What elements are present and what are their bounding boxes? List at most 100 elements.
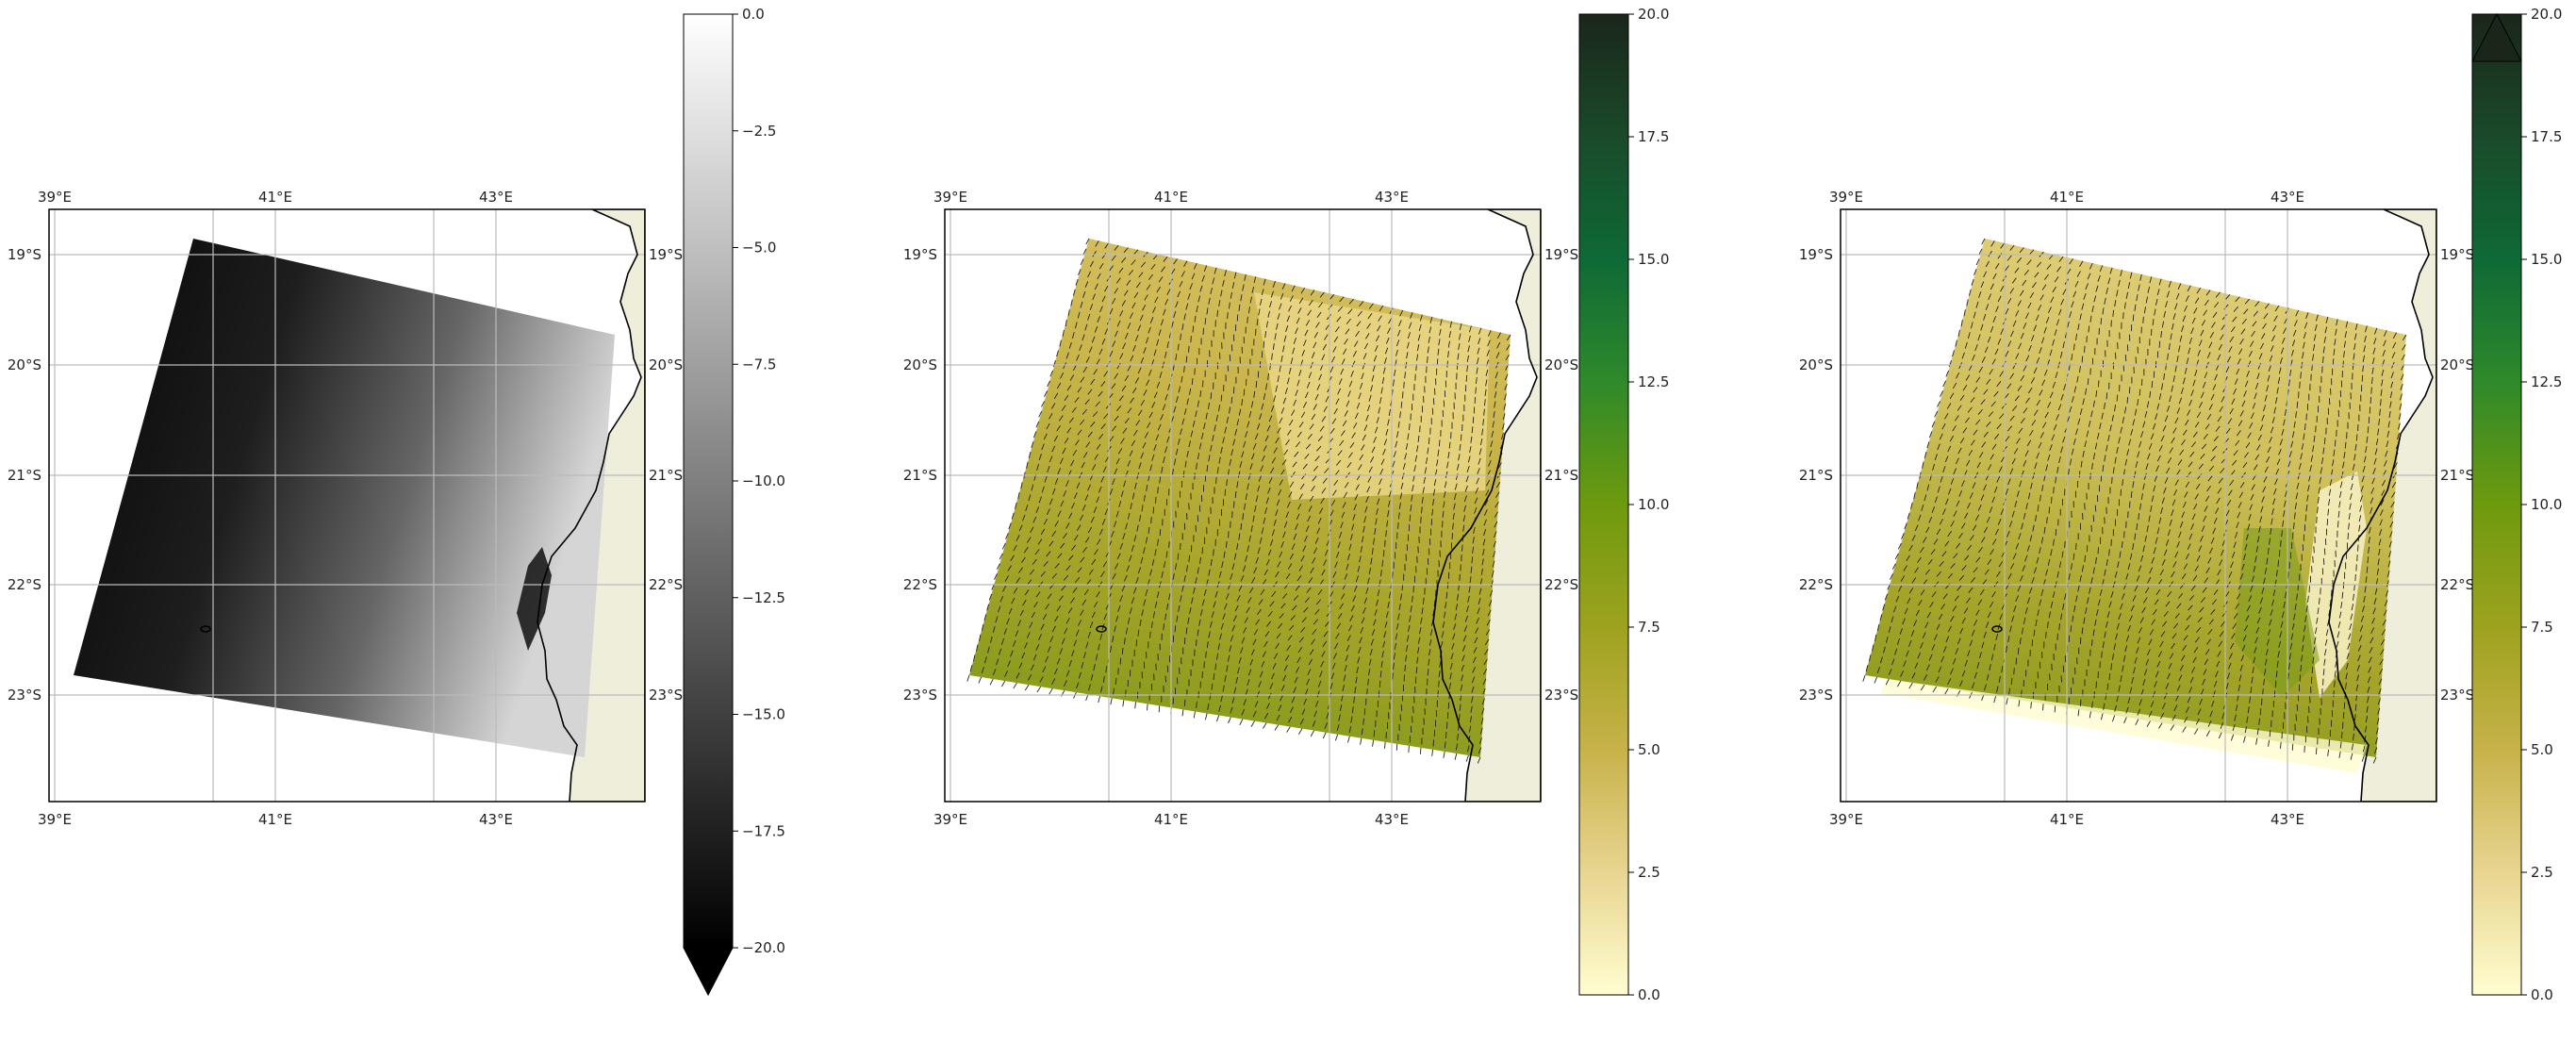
wind-arrow: [1205, 713, 1207, 720]
wind-arrow: [2051, 497, 2052, 504]
wind-arrow: [2358, 545, 2359, 552]
wind-arrow: [2082, 356, 2083, 362]
lon-label-top: 39°E: [933, 189, 967, 206]
wind-arrow: [2371, 388, 2372, 394]
wind-arrow: [979, 677, 982, 683]
lon-label-bottom: 43°E: [1375, 811, 1409, 828]
wind-arrow: [1373, 740, 1374, 747]
wind-arrow: [1155, 497, 1156, 504]
wind-arrow: [1255, 329, 1256, 336]
colorbar-tick-label: 5.0: [1638, 741, 1660, 758]
wind-arrow: [1442, 521, 1443, 527]
map-area: [49, 209, 645, 802]
colorbar-tick-label: −2.5: [742, 123, 776, 140]
lon-label-top: 41°E: [1154, 189, 1188, 206]
wind-arrow: [1374, 730, 1375, 737]
wind-speed-swath: [969, 239, 1511, 757]
lat-label-right: 21°S: [1544, 467, 1578, 484]
wind-arrow: [1447, 361, 1448, 368]
colorbar-tick-label: 10.0: [1638, 496, 1669, 513]
wind-arrow: [2337, 521, 2338, 527]
map-area: [945, 209, 1541, 802]
lat-label-right: 23°S: [2440, 687, 2474, 704]
wind-arrow: [1216, 477, 1217, 484]
lat-label-left: 23°S: [8, 687, 41, 704]
wind-arrow: [1251, 721, 1254, 727]
lon-label-bottom: 39°E: [933, 811, 967, 828]
lon-label-bottom: 39°E: [1829, 811, 1863, 828]
wind-arrow: [1420, 748, 1421, 754]
wind-arrow: [1401, 402, 1402, 408]
wind-arrow: [2046, 632, 2047, 638]
wind-arrow: [1323, 733, 1326, 738]
colorbar-tick-label: 20.0: [1638, 6, 1669, 23]
wind-arrow: [1311, 731, 1313, 737]
wind-arrow: [1111, 698, 1112, 704]
wind-arrow: [1384, 742, 1385, 749]
lat-label-left: 23°S: [1799, 687, 1833, 704]
colorbar-extend-min: [684, 948, 733, 995]
lon-label-top: 43°E: [1375, 189, 1409, 206]
wind-arrow: [2300, 382, 2301, 389]
lat-label-left: 22°S: [8, 576, 41, 593]
wind-arrow: [2018, 648, 2019, 654]
colorbar: [2472, 14, 2521, 995]
lat-label-right: 21°S: [649, 467, 683, 484]
wind-arrow: [2305, 515, 2306, 522]
colorbar-tick-label: −10.0: [742, 472, 785, 489]
wind-arrow: [1347, 737, 1349, 743]
lat-label-right: 19°S: [2440, 246, 2474, 263]
wind-arrow: [2333, 358, 2334, 365]
colorbar-tick-label: 12.5: [2531, 373, 2562, 390]
lat-label-right: 23°S: [1544, 687, 1578, 704]
wind-arrow: [990, 679, 993, 685]
wind-arrow: [1191, 336, 1192, 342]
wind-arrow: [1216, 715, 1218, 721]
lat-label-left: 23°S: [903, 687, 937, 704]
wind-arrow: [1037, 687, 1041, 692]
wind-arrow: [1335, 735, 1337, 741]
colorbar-tick-label: −5.0: [742, 240, 776, 257]
colorbar-tick-label: 0.0: [1638, 986, 1660, 1003]
wind-arrow: [2133, 315, 2134, 322]
lon-label-top: 39°E: [1829, 189, 1863, 206]
lon-label-bottom: 41°E: [2050, 811, 2084, 828]
colorbar-tick-label: 17.5: [2531, 128, 2562, 145]
lon-label-bottom: 41°E: [258, 811, 292, 828]
wind-arrow: [1382, 560, 1383, 567]
lon-label-top: 39°E: [38, 189, 72, 206]
wind-arrow: [1466, 755, 1468, 762]
lon-label-bottom: 41°E: [1154, 811, 1188, 828]
lon-label-bottom: 43°E: [479, 811, 513, 828]
lat-label-right: 22°S: [2440, 576, 2474, 593]
colorbar-tick-label: −20.0: [742, 939, 785, 956]
colorbar-tick-label: −15.0: [742, 706, 785, 723]
wind-arrow: [1169, 541, 1170, 548]
lat-label-right: 20°S: [1544, 356, 1578, 373]
wind-arrow: [1228, 312, 1229, 319]
wind-arrow: [1025, 685, 1029, 690]
wind-arrow: [2065, 541, 2066, 548]
lon-label-top: 43°E: [2271, 189, 2304, 206]
wind-arrow: [1237, 315, 1238, 322]
colorbar: [684, 14, 733, 948]
lat-label-left: 19°S: [903, 246, 937, 263]
wind-arrow: [1240, 720, 1243, 725]
wind-arrow: [2139, 389, 2140, 396]
lat-label-right: 19°S: [1544, 246, 1578, 263]
colorbar-tick-label: 2.5: [2531, 864, 2553, 881]
lon-label-top: 41°E: [258, 189, 292, 206]
wind-arrow: [1014, 683, 1017, 688]
lat-label-left: 21°S: [903, 467, 937, 484]
wind-arrow: [2316, 748, 2317, 754]
lat-label-right: 23°S: [649, 687, 683, 704]
wind-arrow: [1098, 696, 1100, 703]
lat-label-left: 22°S: [1799, 576, 1833, 593]
wind-arrow: [2297, 402, 2298, 408]
wind-arrow: [2014, 668, 2015, 674]
lat-label-left: 20°S: [1799, 356, 1833, 373]
wind-arrow: [1160, 529, 1161, 536]
